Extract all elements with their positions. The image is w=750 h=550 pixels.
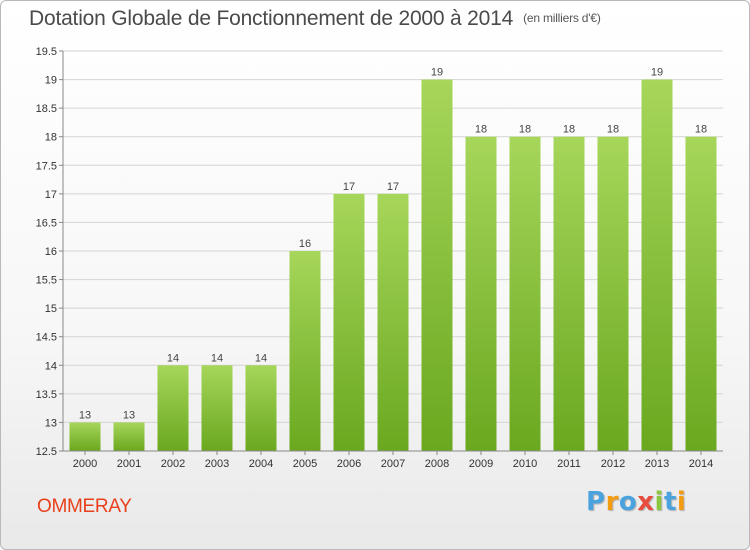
data-label-2013: 19	[651, 67, 663, 79]
bar-2009	[465, 136, 497, 451]
x-tick-label-2002: 2002	[161, 458, 185, 470]
axes: 12.5 13 13.5 14 14.5 15 15.5 16 16.5 17 17.5 18 18.5…	[36, 46, 723, 470]
data-label-2010: 18	[519, 124, 531, 136]
data-label-2004: 14	[255, 352, 267, 364]
y-tick-label: 19	[45, 75, 57, 87]
bar-2005	[289, 251, 321, 451]
bar-2006	[333, 193, 365, 451]
bar-2007	[377, 193, 409, 451]
logo-letter: P	[586, 487, 606, 517]
data-label-2001: 13	[123, 409, 135, 421]
bar-2003	[201, 365, 233, 451]
y-tick-label: 15	[45, 303, 57, 315]
data-label-2000: 13	[79, 409, 91, 421]
chart-title: Dotation Globale de Fonctionnement de 20…	[29, 7, 601, 31]
data-label-2012: 18	[607, 124, 619, 136]
bar-2004	[245, 365, 277, 451]
data-label-2006: 17	[343, 181, 355, 193]
data-label-2003: 14	[211, 352, 223, 364]
y-tick-label: 19.5	[36, 46, 57, 58]
x-tick-label-2001: 2001	[117, 458, 141, 470]
y-tick-label: 17	[45, 189, 57, 201]
bar-2008	[421, 79, 453, 452]
chart-subtitle: (en milliers d'€)	[523, 11, 601, 25]
proxiti-logo: Proxiti	[586, 487, 686, 517]
x-tick-label-2010: 2010	[513, 458, 537, 470]
y-tick-label: 15.5	[36, 275, 57, 287]
chart-title-text: Dotation Globale de Fonctionnement de 20…	[29, 7, 514, 30]
data-label-2009: 18	[475, 124, 487, 136]
bar-2000	[69, 422, 101, 451]
bar-2001	[113, 422, 145, 451]
x-tick-label-2003: 2003	[205, 458, 229, 470]
bar-2011	[553, 136, 585, 451]
x-tick-label-2009: 2009	[469, 458, 493, 470]
y-tick-label: 18	[45, 132, 57, 144]
data-label-2014: 18	[695, 124, 707, 136]
x-tick-label-2013: 2013	[645, 458, 669, 470]
data-label-2005: 16	[299, 238, 311, 250]
y-tick-label: 17.5	[36, 160, 57, 172]
x-tick-label-2008: 2008	[425, 458, 449, 470]
y-tick-label: 14.5	[36, 332, 57, 344]
data-label-2002: 14	[167, 352, 179, 364]
logo-letter: r	[605, 487, 619, 517]
x-tick-label-2012: 2012	[601, 458, 625, 470]
y-tick-label: 16.5	[36, 217, 57, 229]
bar-2012	[597, 136, 629, 451]
y-tick-label: 18.5	[36, 103, 57, 115]
data-label-2007: 17	[387, 181, 399, 193]
x-tick-label-2005: 2005	[293, 458, 317, 470]
data-label-2011: 18	[563, 124, 575, 136]
logo-letter: t	[663, 487, 677, 517]
bar-2013	[641, 79, 673, 452]
x-tick-label-2007: 2007	[381, 458, 405, 470]
y-tick-label: 13.5	[36, 389, 57, 401]
bar-2010	[509, 136, 541, 451]
y-tick-label: 13	[45, 417, 57, 429]
commune-name: OMMERAY	[37, 496, 132, 517]
x-tick-label-2004: 2004	[249, 458, 273, 470]
bars: 13 13 14 14 14 16 17 17 19 18 18 18 18 19 18	[69, 67, 717, 452]
logo-letter: i	[676, 487, 687, 517]
x-tick-label-2014: 2014	[689, 458, 713, 470]
logo-letter: o	[618, 487, 638, 517]
x-tick-label-2011: 2011	[557, 458, 581, 470]
logo-letter: i	[654, 487, 664, 517]
data-label-2008: 19	[431, 67, 443, 79]
y-tick-label: 14	[45, 360, 57, 372]
logo-letter: x	[637, 487, 655, 517]
y-tick-label: 16	[45, 246, 57, 258]
bar-2002	[157, 365, 189, 451]
x-tick-label-2006: 2006	[337, 458, 361, 470]
y-tick-label: 12.5	[36, 446, 57, 458]
x-tick-label-2000: 2000	[73, 458, 97, 470]
bar-2014	[685, 136, 717, 451]
